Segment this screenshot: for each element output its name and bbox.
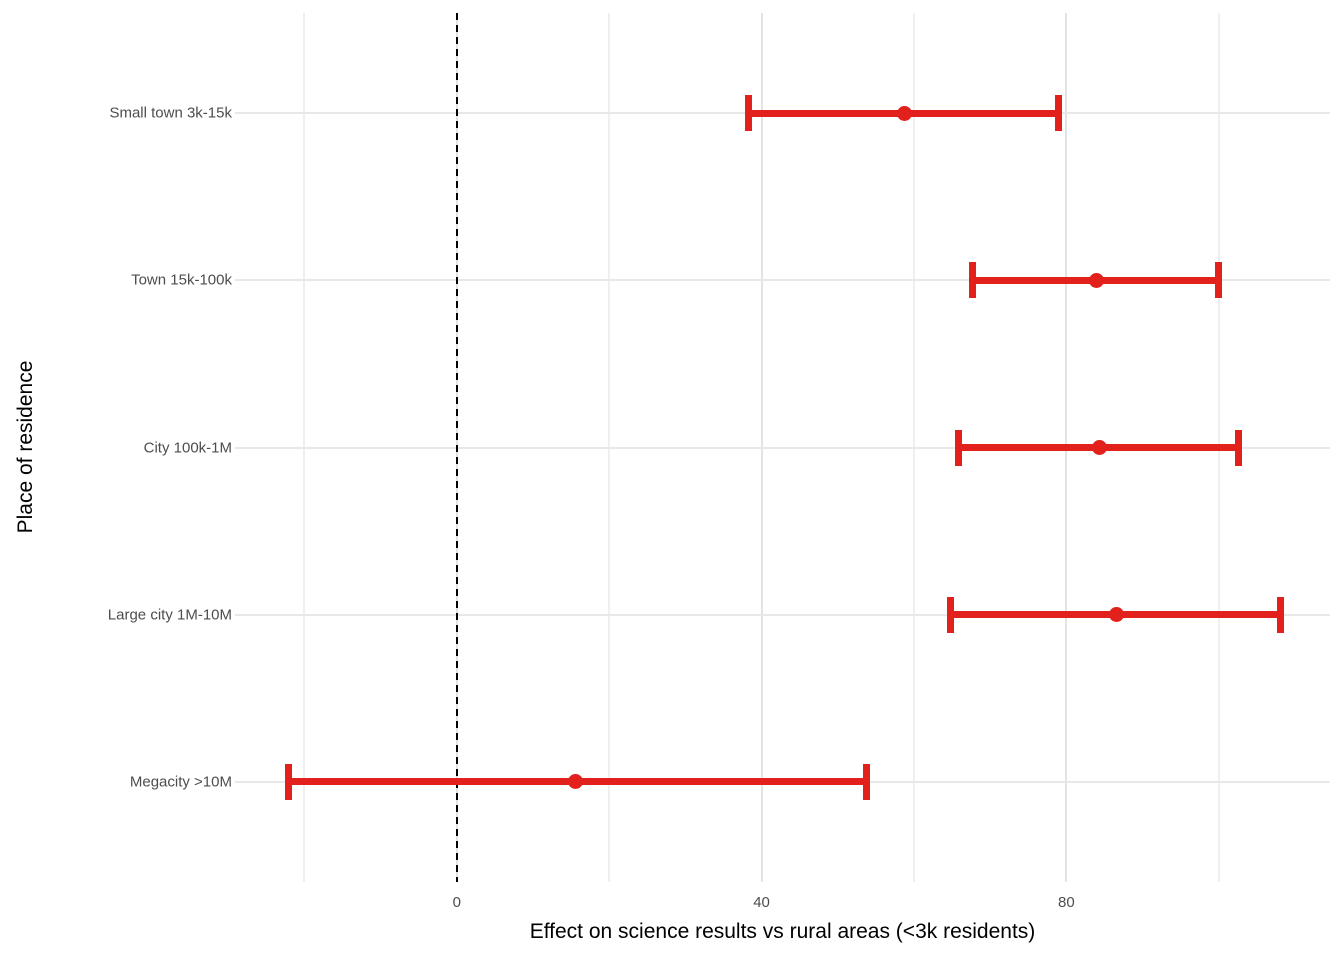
zero-reference-line (455, 13, 458, 882)
estimate-point (1109, 607, 1125, 623)
estimate-point (1089, 272, 1105, 288)
x-tick-label: 0 (452, 894, 461, 911)
estimate-point (896, 105, 912, 121)
errorbar-cap-high (1055, 95, 1063, 132)
errorbar-cap-low (955, 429, 963, 466)
errorbar-cap-low (969, 262, 977, 299)
estimate-point (568, 774, 584, 790)
category-label: Megacity >10M (129, 773, 232, 791)
errorbar-cap-high (1215, 262, 1223, 299)
category-label: Large city 1M-10M (107, 606, 232, 624)
category-label: Town 15k-100k (131, 271, 232, 289)
category-label: Small town 3k-15k (109, 104, 232, 122)
errorbar-cap-high (1235, 429, 1243, 466)
estimate-point (1092, 440, 1108, 455)
x-tick-label: 40 (753, 894, 770, 911)
plot-panel (235, 13, 1330, 882)
x-axis-tick-labels: 0 40 80 (235, 894, 1330, 914)
x-axis-title: Effect on science results vs rural areas… (529, 920, 1036, 943)
gridline-row (235, 613, 1330, 616)
category-label: City 100k-1M (143, 439, 232, 456)
y-axis-category-labels: Small town 3k-15k Town 15k-100k City 100k-… (0, 13, 232, 882)
errorbar-cap-low (284, 763, 292, 800)
errorbar-cap-low (745, 95, 753, 132)
x-tick-label: 80 (1058, 894, 1075, 911)
errorbar-cap-high (1276, 596, 1284, 633)
gridline-row (235, 279, 1330, 282)
errorbar-cap-low (947, 596, 955, 633)
gridline-row (235, 446, 1330, 449)
errorbar-cap-high (863, 763, 871, 800)
